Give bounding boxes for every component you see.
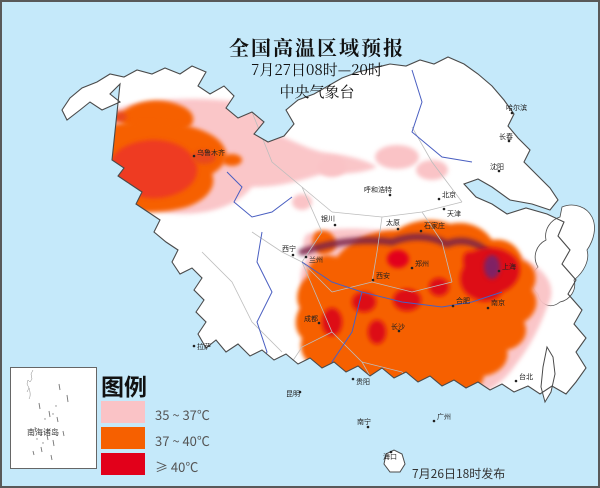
svg-text:长春: 长春 xyxy=(499,132,513,142)
svg-text:台北: 台北 xyxy=(519,372,533,382)
svg-text:沈阳: 沈阳 xyxy=(490,162,504,172)
svg-text:哈尔滨: 哈尔滨 xyxy=(506,103,527,113)
svg-text:南海诸岛: 南海诸岛 xyxy=(27,427,59,438)
svg-text:银川: 银川 xyxy=(321,214,335,224)
svg-text:广州: 广州 xyxy=(437,412,451,422)
svg-text:西宁: 西宁 xyxy=(282,244,296,254)
svg-text:南京: 南京 xyxy=(491,298,505,308)
svg-text:兰州: 兰州 xyxy=(309,255,323,265)
svg-text:西安: 西安 xyxy=(376,271,390,281)
svg-text:呼和浩特: 呼和浩特 xyxy=(364,185,392,195)
svg-text:长沙: 长沙 xyxy=(391,322,405,332)
svg-text:海口: 海口 xyxy=(383,452,397,462)
svg-text:昆明: 昆明 xyxy=(286,389,300,399)
svg-text:合肥: 合肥 xyxy=(456,296,470,306)
svg-text:天津: 天津 xyxy=(447,209,461,219)
svg-text:北京: 北京 xyxy=(442,190,456,200)
svg-text:郑州: 郑州 xyxy=(415,259,429,269)
svg-text:上海: 上海 xyxy=(502,262,516,272)
svg-text:乌鲁木齐: 乌鲁木齐 xyxy=(197,148,225,158)
svg-text:石家庄: 石家庄 xyxy=(424,221,445,231)
svg-text:南宁: 南宁 xyxy=(357,417,371,427)
svg-text:成都: 成都 xyxy=(304,314,318,324)
svg-text:贵阳: 贵阳 xyxy=(356,377,370,387)
svg-text:太原: 太原 xyxy=(386,218,400,228)
svg-text:拉萨: 拉萨 xyxy=(197,342,211,352)
